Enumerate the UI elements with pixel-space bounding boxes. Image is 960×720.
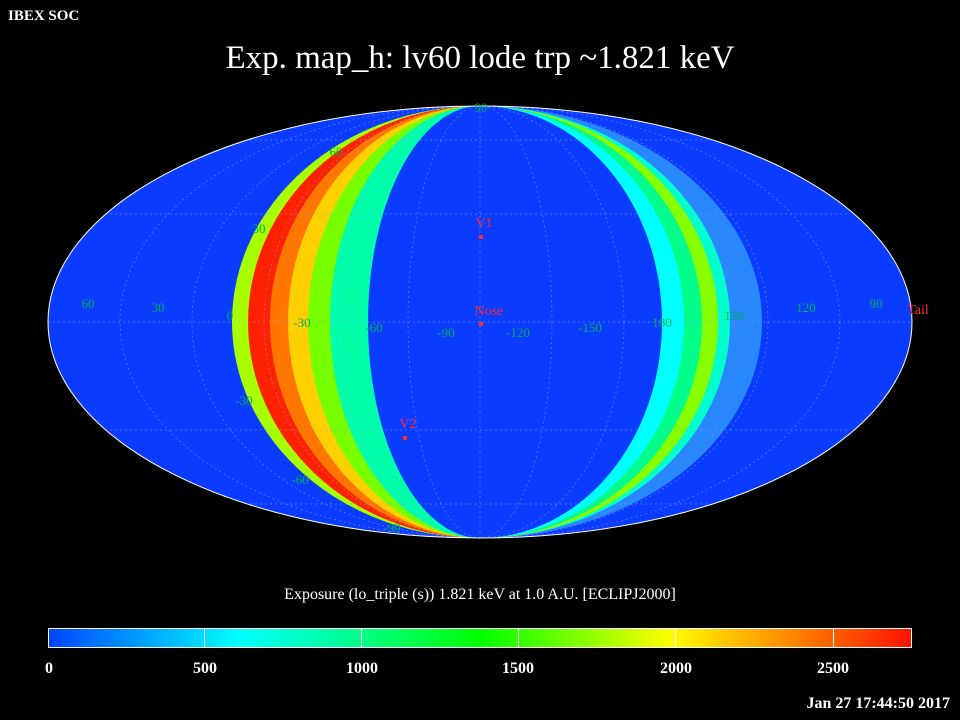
- org-label: IBEX SOC: [8, 8, 80, 24]
- lon-label: -150: [578, 320, 602, 335]
- colorbar-tick: [518, 629, 519, 647]
- map-outline: [47, 105, 913, 539]
- lat-label: 30: [253, 221, 266, 236]
- sky-map: 60 30 0 -30 -60 -90 -120 -150 180 150 12…: [47, 100, 929, 539]
- lon-label: -120: [506, 325, 530, 340]
- lat-label: -60: [291, 472, 308, 487]
- lon-label: -60: [365, 320, 382, 335]
- lon-label: 180: [652, 315, 672, 330]
- marker-label-nose: Nose: [475, 304, 504, 319]
- lat-label: 60: [330, 144, 343, 159]
- lon-label: -90: [437, 325, 454, 340]
- lon-label: 90: [870, 296, 883, 311]
- lon-label: 0: [227, 308, 234, 323]
- map-title: Exp. map_h: lv60 lode trp ~1.821 keV: [225, 40, 735, 76]
- lat-label: 90: [475, 100, 488, 115]
- colorbar-title: Exposure (lo_triple (s)) 1.821 keV at 1.…: [284, 586, 676, 603]
- lon-label: -30: [293, 315, 310, 330]
- colorbar-tick-label: 2000: [660, 660, 692, 677]
- lat-label: -30: [235, 393, 252, 408]
- colorbar-tick-label: 0: [45, 660, 53, 677]
- lon-label: 120: [796, 300, 816, 315]
- colorbar-tick-label: 1000: [346, 660, 378, 677]
- marker-nose: [479, 322, 483, 326]
- colorbar-tick: [675, 629, 676, 647]
- lon-label: 150: [724, 308, 744, 323]
- marker-v1: [479, 235, 483, 239]
- lon-label: 30: [152, 300, 165, 315]
- colorbar-tick: [833, 629, 834, 647]
- marker-label-v1: V1: [475, 216, 492, 231]
- colorbar-tick: [361, 629, 362, 647]
- colorbar-tick-label: 2500: [817, 660, 849, 677]
- marker-label-tail: Tail: [907, 303, 929, 318]
- timestamp: Jan 27 17:44:50 2017: [806, 695, 950, 712]
- colorbar-tick-label: 1500: [502, 660, 534, 677]
- colorbar-tick-label: 500: [193, 660, 217, 677]
- marker-v2: [403, 436, 407, 440]
- lon-label: 60: [82, 296, 95, 311]
- colorbar-tick: [204, 629, 205, 647]
- marker-label-v2: V2: [399, 417, 416, 432]
- lat-label: -90: [383, 520, 400, 535]
- colorbar: [48, 628, 912, 648]
